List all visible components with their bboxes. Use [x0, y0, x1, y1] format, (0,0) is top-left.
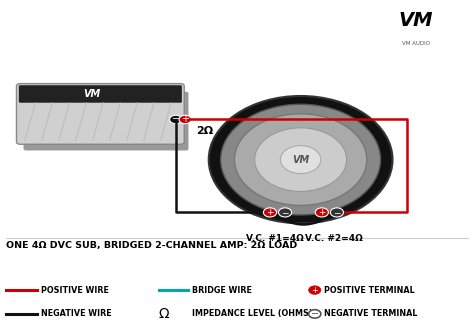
Text: VM AUDIO: VM AUDIO	[402, 40, 430, 45]
Text: NEGATIVE TERMINAL: NEGATIVE TERMINAL	[324, 309, 418, 318]
Text: −: −	[281, 208, 289, 217]
Text: −: −	[333, 208, 341, 217]
Circle shape	[221, 104, 381, 215]
Circle shape	[255, 128, 346, 191]
Text: VM: VM	[292, 155, 309, 164]
Circle shape	[235, 114, 367, 205]
Text: −: −	[310, 309, 319, 319]
Text: −: −	[172, 114, 180, 124]
Circle shape	[170, 115, 182, 124]
Text: 2Ω: 2Ω	[196, 126, 213, 136]
Text: IMPEDANCE LEVEL (OHMS): IMPEDANCE LEVEL (OHMS)	[192, 309, 313, 318]
Text: BRIDGE WIRE: BRIDGE WIRE	[192, 286, 252, 294]
FancyBboxPatch shape	[17, 84, 184, 144]
Text: Ω: Ω	[159, 307, 169, 321]
Text: +: +	[318, 208, 326, 217]
Circle shape	[315, 208, 328, 217]
Text: POSITIVE WIRE: POSITIVE WIRE	[41, 286, 109, 294]
Text: +: +	[266, 208, 274, 217]
Text: V.C. #1=4Ω: V.C. #1=4Ω	[246, 234, 303, 242]
Circle shape	[278, 208, 292, 217]
Circle shape	[179, 115, 191, 124]
Text: POSITIVE TERMINAL: POSITIVE TERMINAL	[324, 286, 415, 294]
Circle shape	[281, 146, 321, 174]
Text: +: +	[181, 114, 189, 124]
Text: VM: VM	[84, 89, 101, 99]
Text: NEGATIVE WIRE: NEGATIVE WIRE	[41, 309, 112, 318]
Text: VM: VM	[399, 11, 433, 30]
Circle shape	[264, 208, 277, 217]
FancyBboxPatch shape	[19, 85, 182, 103]
Text: V.C. #2=4Ω: V.C. #2=4Ω	[305, 234, 363, 242]
FancyBboxPatch shape	[24, 92, 189, 150]
Text: ONE 4Ω DVC SUB, BRIDGED 2-CHANNEL AMP: 2Ω LOAD: ONE 4Ω DVC SUB, BRIDGED 2-CHANNEL AMP: 2…	[6, 241, 297, 250]
Text: +: +	[311, 286, 318, 294]
Circle shape	[309, 310, 321, 318]
Circle shape	[209, 96, 392, 223]
Circle shape	[330, 208, 344, 217]
Circle shape	[309, 286, 321, 294]
